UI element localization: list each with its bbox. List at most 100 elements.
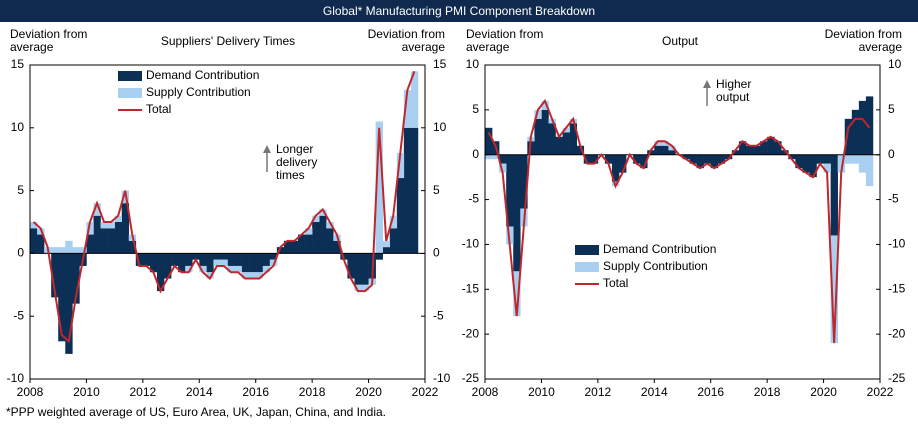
bar-segment [717, 154, 726, 164]
bar-segment [534, 118, 542, 155]
bar-segment [382, 240, 391, 248]
legend-swatch [575, 262, 599, 272]
legend-label: Demand Contribution [603, 242, 716, 256]
bar-segment [858, 100, 867, 155]
bar-segment [248, 272, 257, 279]
x-tick-label: 2008 [472, 385, 499, 399]
panel-title: Output [662, 34, 699, 48]
y-tick-label: -10 [462, 237, 480, 251]
bar-segment [590, 154, 599, 164]
x-tick-label: 2018 [754, 385, 781, 399]
x-tick-label: 2016 [697, 385, 724, 399]
y2-tick-label: 0 [433, 246, 440, 260]
bar-segment [354, 284, 362, 292]
y2-tick-label: -5 [888, 192, 899, 206]
bar-segment [513, 154, 521, 272]
bar-segment [410, 127, 419, 254]
bar-segment [858, 154, 867, 173]
x-tick-label: 2018 [299, 385, 326, 399]
header-bar [0, 0, 918, 22]
bar-segment [520, 154, 528, 209]
y2-tick-label: 15 [433, 57, 447, 71]
bar-segment [781, 150, 789, 155]
bar-segment [541, 100, 549, 110]
bar-segment [823, 163, 831, 173]
y-tick-label: 5 [472, 102, 479, 116]
y-tick-label: 0 [472, 147, 479, 161]
bar-segment [86, 234, 94, 254]
bar-segment [668, 145, 676, 151]
plot-frame [484, 64, 881, 380]
bar-segment [710, 154, 719, 169]
bar-segment [541, 109, 549, 155]
bar-segment [234, 265, 242, 273]
y-tick-label: -15 [462, 281, 480, 295]
bar-segment [527, 141, 535, 155]
x-tick-label: 2022 [867, 385, 894, 399]
bar-segment [298, 234, 306, 254]
annotation: Longer [276, 142, 313, 156]
bar-segment [731, 150, 740, 155]
total-line [32, 70, 416, 344]
bar-segment [668, 150, 676, 155]
bar-segment [86, 222, 94, 235]
y-tick-label: 10 [11, 120, 25, 134]
annotation: Higher [716, 77, 751, 91]
x-tick-label: 2014 [641, 385, 668, 399]
bar-segment [185, 265, 193, 273]
bar-segment [492, 154, 500, 160]
bar-segment [114, 215, 122, 222]
bar-segment [562, 132, 570, 155]
annotation-arrowhead [263, 145, 271, 153]
bar-segment [661, 145, 669, 155]
y2-tick-label: 10 [888, 57, 902, 71]
y2-axis-label: average [402, 40, 446, 54]
bar-segment [51, 247, 59, 254]
bar-segment [241, 272, 249, 279]
bar-segment [375, 121, 383, 254]
bar-segment [283, 240, 292, 254]
annotation: delivery [276, 155, 317, 169]
bar-segment [58, 253, 66, 342]
legend-label: Total [146, 102, 171, 116]
x-tick-label: 2010 [528, 385, 555, 399]
bar-segment [499, 154, 507, 164]
x-tick-label: 2012 [130, 385, 157, 399]
bar-segment [199, 253, 207, 266]
bar-segment [58, 247, 66, 254]
bar-segment [142, 253, 151, 266]
y2-tick-label: -15 [888, 281, 906, 295]
bar-segment [30, 228, 38, 254]
y-tick-label: -10 [7, 371, 25, 385]
bar-segment [164, 253, 172, 279]
bar-segment [255, 253, 264, 273]
bar-segment [499, 163, 507, 173]
bar-segment [809, 154, 817, 178]
bar-segment [135, 253, 144, 266]
bar-segment [389, 215, 398, 229]
bar-segment [724, 154, 733, 160]
y-axis-label: Deviation from [10, 27, 87, 41]
bar-segment [485, 127, 493, 155]
bar-segment [206, 272, 214, 279]
bar-segment [619, 154, 627, 173]
bar-segment [93, 203, 101, 216]
x-tick-label: 2020 [810, 385, 837, 399]
bar-segment [403, 127, 412, 254]
bar-segment [583, 154, 592, 164]
bar-segment [403, 90, 412, 128]
bar-segment [305, 228, 313, 235]
x-tick-label: 2014 [186, 385, 213, 399]
bar-segment [506, 226, 514, 245]
bar-segment [326, 228, 334, 254]
y-tick-label: 15 [11, 57, 25, 71]
y-axis-label: average [466, 40, 510, 54]
legend-swatch [118, 71, 142, 81]
bar-segment [753, 145, 761, 155]
legend-label: Supply Contribution [146, 85, 251, 99]
bar-segment [830, 235, 838, 344]
y-axis-label: average [10, 40, 54, 54]
bar-segment [851, 109, 860, 155]
bar-segment [382, 247, 391, 254]
y2-tick-label: 0 [888, 147, 895, 161]
